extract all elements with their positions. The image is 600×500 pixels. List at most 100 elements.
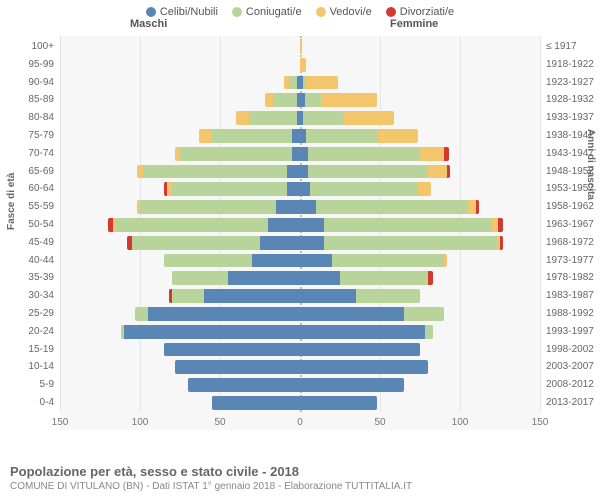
bar-segment xyxy=(324,218,492,232)
bar-left xyxy=(164,182,300,196)
bar-segment xyxy=(228,271,300,285)
bar-segment xyxy=(143,165,287,179)
bar-segment xyxy=(135,307,148,321)
bar-segment xyxy=(425,325,433,339)
bar-segment xyxy=(268,218,300,232)
bar-right xyxy=(300,307,444,321)
bar-right xyxy=(300,343,420,357)
chart-subtitle: COMUNE DI VITULANO (BN) - Dati ISTAT 1° … xyxy=(10,481,590,492)
age-row: 20-241993-1997 xyxy=(60,323,540,341)
birth-year-label: 1923-1927 xyxy=(546,74,600,92)
bar-segment xyxy=(175,360,300,374)
bar-segment xyxy=(300,165,308,179)
age-label: 80-84 xyxy=(4,109,54,127)
age-row: 10-142003-2007 xyxy=(60,358,540,376)
bar-segment xyxy=(356,289,420,303)
bar-segment xyxy=(300,147,308,161)
age-row: 80-841933-1937 xyxy=(60,109,540,127)
age-label: 100+ xyxy=(4,38,54,56)
bar-left xyxy=(188,378,300,392)
birth-year-label: 2003-2007 xyxy=(546,358,600,376)
x-tick-label: 50 xyxy=(374,417,385,428)
age-label: 55-59 xyxy=(4,198,54,216)
age-label: 35-39 xyxy=(4,269,54,287)
bar-segment xyxy=(447,165,450,179)
bar-segment xyxy=(292,147,300,161)
bar-segment xyxy=(321,93,377,107)
birth-year-label: 1918-1922 xyxy=(546,56,600,74)
age-label: 15-19 xyxy=(4,341,54,359)
bar-segment xyxy=(204,289,300,303)
header-male: Maschi xyxy=(130,18,167,30)
legend-swatch xyxy=(146,7,156,17)
bar-left xyxy=(172,271,300,285)
bar-segment xyxy=(140,200,276,214)
age-label: 25-29 xyxy=(4,305,54,323)
birth-year-label: 1933-1937 xyxy=(546,109,600,127)
chart-rows: 100+≤ 191795-991918-192290-941923-192785… xyxy=(60,38,540,412)
bar-right xyxy=(300,396,377,410)
bar-left xyxy=(137,200,300,214)
bar-right xyxy=(300,254,447,268)
bar-segment xyxy=(305,93,321,107)
bar-segment xyxy=(444,147,449,161)
bar-left xyxy=(265,93,300,107)
population-pyramid-chart: 15010050050100150 100+≤ 191795-991918-19… xyxy=(60,36,540,430)
bar-segment xyxy=(343,111,394,125)
birth-year-label: 1998-2002 xyxy=(546,341,600,359)
bar-right xyxy=(300,111,394,125)
bar-right xyxy=(300,76,338,90)
age-label: 60-64 xyxy=(4,180,54,198)
bar-segment xyxy=(180,147,292,161)
bar-segment xyxy=(498,218,503,232)
bar-segment xyxy=(236,111,249,125)
age-row: 40-441973-1977 xyxy=(60,252,540,270)
bar-segment xyxy=(164,343,300,357)
bar-segment xyxy=(249,111,297,125)
bar-left xyxy=(199,129,300,143)
bar-segment xyxy=(172,271,228,285)
bar-right xyxy=(300,93,377,107)
age-label: 40-44 xyxy=(4,252,54,270)
legend: Celibi/NubiliConiugati/eVedovi/eDivorzia… xyxy=(0,0,600,18)
bar-left xyxy=(164,254,300,268)
bar-segment xyxy=(300,58,306,72)
bar-segment xyxy=(418,182,431,196)
bar-segment xyxy=(306,129,378,143)
bar-right xyxy=(300,129,418,143)
bar-left xyxy=(284,76,300,90)
chart-title: Popolazione per età, sesso e stato civil… xyxy=(10,464,590,479)
bar-segment xyxy=(300,325,425,339)
age-row: 70-741943-1947 xyxy=(60,145,540,163)
bar-segment xyxy=(124,325,300,339)
birth-year-label: 1938-1942 xyxy=(546,127,600,145)
bar-segment xyxy=(300,378,404,392)
bar-segment xyxy=(260,236,300,250)
bar-segment xyxy=(500,236,503,250)
bar-segment xyxy=(378,129,418,143)
header-female: Femmine xyxy=(390,18,438,30)
bar-right xyxy=(300,40,302,54)
legend-swatch xyxy=(316,7,326,17)
birth-year-label: 1983-1987 xyxy=(546,287,600,305)
bar-segment xyxy=(300,307,404,321)
bar-segment xyxy=(300,289,356,303)
bar-right xyxy=(300,200,479,214)
legend-swatch xyxy=(232,7,242,17)
bar-segment xyxy=(188,378,300,392)
bar-segment xyxy=(308,165,428,179)
age-row: 45-491968-1972 xyxy=(60,234,540,252)
bar-segment xyxy=(444,254,447,268)
birth-year-label: 1958-1962 xyxy=(546,198,600,216)
legend-item: Vedovi/e xyxy=(316,6,372,18)
age-row: 15-191998-2002 xyxy=(60,341,540,359)
bar-segment xyxy=(300,360,428,374)
chart-footer: Popolazione per età, sesso e stato civil… xyxy=(10,464,590,492)
bar-left xyxy=(236,111,300,125)
bar-segment xyxy=(300,396,377,410)
x-tick-label: 100 xyxy=(452,417,469,428)
bar-segment xyxy=(116,218,268,232)
age-label: 70-74 xyxy=(4,145,54,163)
birth-year-label: 1948-1952 xyxy=(546,163,600,181)
age-row: 25-291988-1992 xyxy=(60,305,540,323)
